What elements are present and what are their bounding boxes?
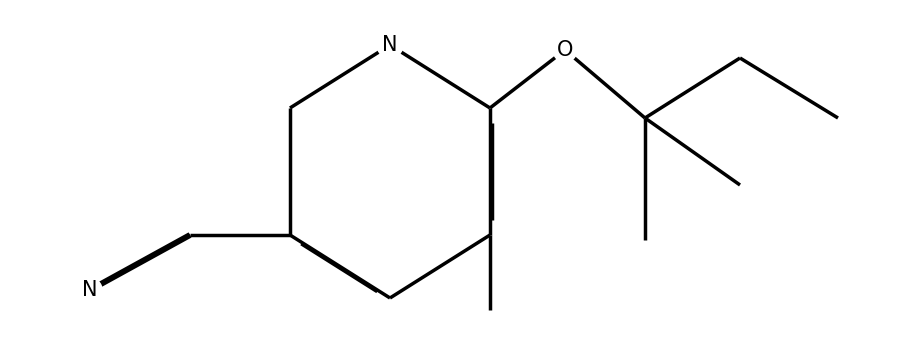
Text: O: O xyxy=(557,40,573,60)
Text: N: N xyxy=(83,280,98,300)
Circle shape xyxy=(553,38,577,62)
Circle shape xyxy=(78,278,102,302)
Circle shape xyxy=(377,32,403,58)
Text: N: N xyxy=(383,35,398,55)
